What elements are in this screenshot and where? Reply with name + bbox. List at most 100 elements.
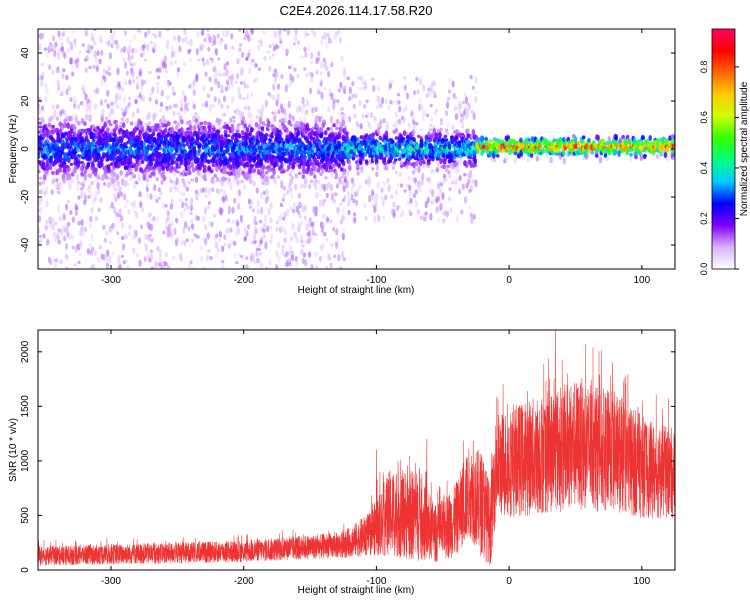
heatmap-cell — [446, 121, 450, 129]
heatmap-cell — [127, 54, 131, 62]
heatmap-cell — [278, 226, 282, 234]
heatmap-cell — [107, 66, 111, 71]
heatmap-cell — [208, 36, 212, 43]
heatmap-cell — [109, 162, 114, 166]
heatmap-cell — [282, 193, 286, 198]
heatmap-cell — [249, 37, 253, 42]
heatmap-cell — [437, 195, 441, 202]
heatmap-cell — [358, 184, 362, 190]
heatmap-cell — [259, 39, 263, 47]
heatmap-cell — [318, 193, 322, 197]
heatmap-cell — [351, 93, 355, 99]
heatmap-cell — [57, 30, 61, 38]
heatmap-cell — [55, 182, 59, 189]
heatmap-cell — [235, 146, 239, 151]
heatmap-cell — [108, 72, 112, 77]
heatmap-cell — [38, 228, 41, 234]
heatmap-cell — [283, 237, 287, 243]
heatmap-cell — [265, 175, 269, 180]
heatmap-cell — [458, 158, 462, 166]
heatmap-cell — [335, 239, 339, 245]
heatmap-cell — [132, 61, 137, 67]
heatmap-cell — [106, 103, 110, 109]
heatmap-cell — [310, 60, 314, 66]
heatmap-cell — [145, 183, 149, 189]
heatmap-cell — [300, 234, 304, 241]
heatmap-cell — [144, 156, 149, 161]
heatmap-cell — [458, 108, 462, 116]
heatmap-cell — [224, 43, 228, 51]
heatmap-cell — [283, 125, 287, 129]
heatmap-cell — [430, 168, 435, 174]
heatmap-cell — [204, 103, 208, 108]
heatmap-cell — [222, 169, 227, 174]
heatmap-cell — [309, 179, 314, 184]
heatmap-cell — [453, 105, 458, 112]
heatmap-cell — [394, 170, 398, 175]
heatmap-cell — [120, 117, 125, 121]
heatmap-cell — [343, 85, 347, 92]
heatmap-cell — [247, 34, 251, 42]
heatmap-cell — [81, 129, 85, 134]
heatmap-cell — [222, 29, 226, 37]
heatmap-cell — [340, 175, 344, 179]
heatmap-cell — [116, 231, 120, 236]
heatmap-cell — [276, 93, 280, 101]
heatmap-cell — [109, 241, 113, 245]
heatmap-cell — [257, 145, 262, 151]
heatmap-cell — [94, 196, 98, 202]
heatmap-cell — [85, 106, 89, 114]
heatmap-cell — [69, 162, 74, 166]
heatmap-cell — [40, 78, 44, 87]
heatmap-cell — [236, 227, 241, 235]
heatmap-cell — [352, 212, 357, 216]
heatmap-cell — [282, 216, 286, 221]
heatmap-cell — [137, 174, 141, 182]
heatmap-cell — [213, 138, 218, 143]
heatmap-cell — [304, 30, 308, 39]
heatmap-cell — [197, 58, 201, 62]
heatmap-cell — [416, 134, 421, 138]
heatmap-cell — [112, 252, 116, 256]
heatmap-cell — [206, 93, 210, 97]
heatmap-cell — [385, 120, 389, 126]
heatmap-cell — [195, 74, 199, 83]
heatmap-cell — [349, 92, 353, 101]
heatmap-cell — [247, 198, 252, 205]
heatmap-cell — [38, 215, 42, 223]
heatmap-cell — [419, 215, 423, 220]
heatmap-cell — [199, 245, 203, 251]
heatmap-cell — [86, 248, 91, 254]
heatmap-cell — [56, 233, 60, 241]
heatmap-cell — [237, 202, 241, 210]
heatmap-cell — [156, 246, 160, 251]
heatmap-cell — [292, 209, 296, 214]
heatmap-cell — [353, 148, 358, 152]
heatmap-cell — [285, 168, 289, 172]
heatmap-cell — [412, 138, 417, 143]
heatmap-cell — [403, 84, 407, 91]
heatmap-cell — [424, 211, 428, 216]
heatmap-cell — [460, 209, 464, 215]
heatmap-cell — [51, 179, 55, 185]
heatmap-cell — [62, 29, 66, 36]
heatmap-cell — [272, 83, 276, 91]
heatmap-cell — [105, 116, 109, 121]
heatmap-cell — [207, 133, 212, 139]
heatmap-cell — [58, 216, 62, 222]
heatmap-cell — [394, 121, 398, 128]
heatmap-cell — [287, 29, 291, 34]
heatmap-cell — [333, 254, 337, 258]
heatmap-cell — [173, 35, 177, 43]
heatmap-cell — [49, 134, 53, 140]
heatmap-cell — [237, 135, 242, 139]
heatmap-cell — [231, 84, 235, 88]
heatmap-cell — [326, 32, 330, 38]
heatmap-cell — [62, 213, 66, 221]
heatmap-cell — [398, 105, 402, 113]
heatmap-cell — [293, 67, 297, 72]
heatmap-cell — [245, 127, 250, 133]
heatmap-cell — [326, 217, 330, 222]
heatmap-cell — [387, 105, 391, 110]
heatmap-cell — [105, 230, 109, 236]
